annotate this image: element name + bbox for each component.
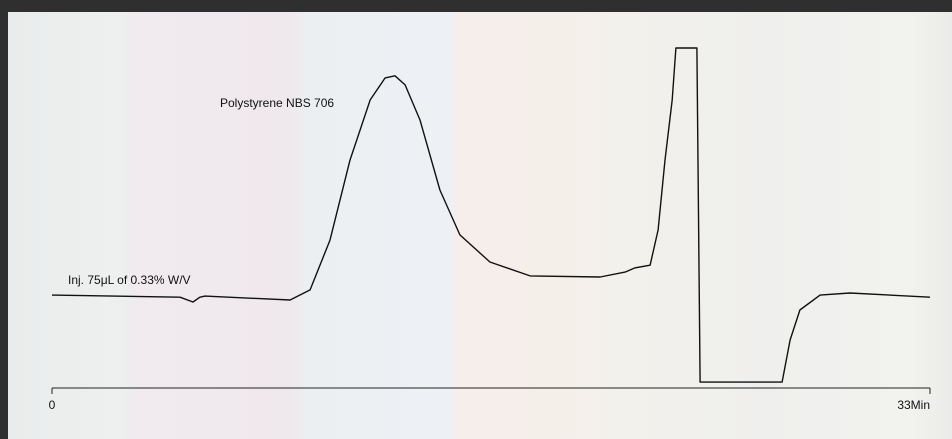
annotation: Inj. 75μL of 0.33% W/V: [68, 273, 191, 287]
x-tick-label: 33Min: [897, 398, 930, 412]
x-tick-label: 0: [49, 398, 56, 412]
annotation: Polystyrene NBS 706: [220, 96, 334, 110]
panel: [8, 12, 952, 439]
trace: [51, 47, 931, 383]
